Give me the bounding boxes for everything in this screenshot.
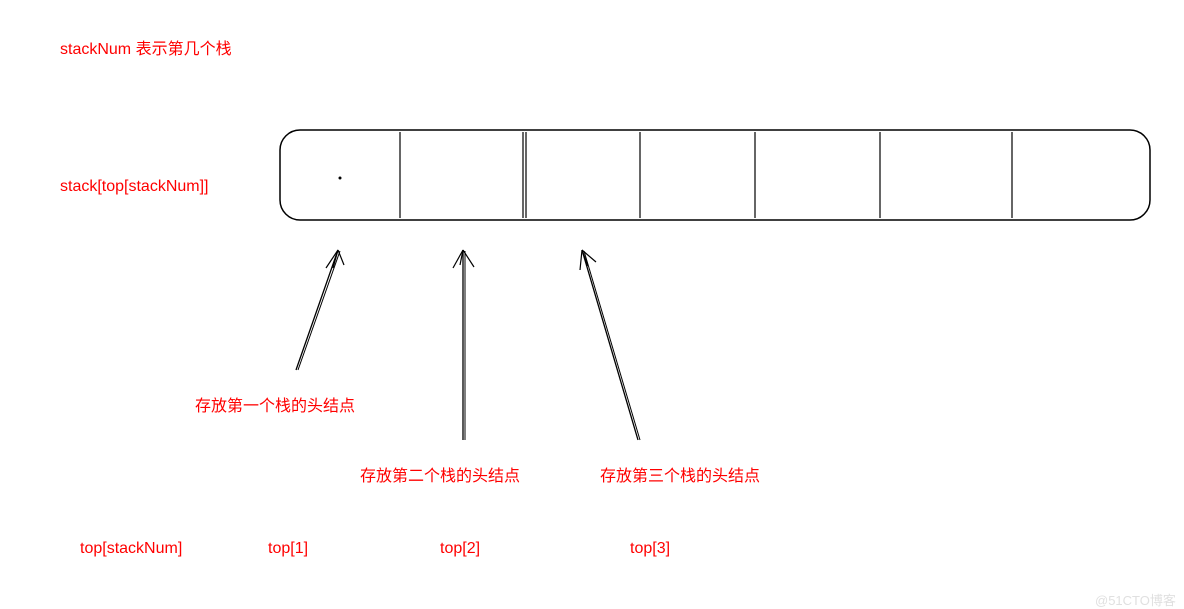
arrow3-label: 存放第三个栈的头结点 (600, 462, 760, 486)
title-text: stackNum 表示第几个栈 (60, 35, 232, 59)
arrow2-label: 存放第二个栈的头结点 (360, 462, 520, 486)
arrow1-label: 存放第一个栈的头结点 (195, 392, 355, 416)
top1-label: top[1] (268, 540, 308, 558)
main-label: stack[top[stackNum]] (60, 178, 209, 196)
top3-label: top[3] (630, 540, 670, 558)
watermark-text: @51CTO博客 (1095, 590, 1176, 609)
top2-label: top[2] (440, 540, 480, 558)
diagram-canvas (0, 0, 1184, 602)
bottom-left-label: top[stackNum] (80, 540, 182, 558)
